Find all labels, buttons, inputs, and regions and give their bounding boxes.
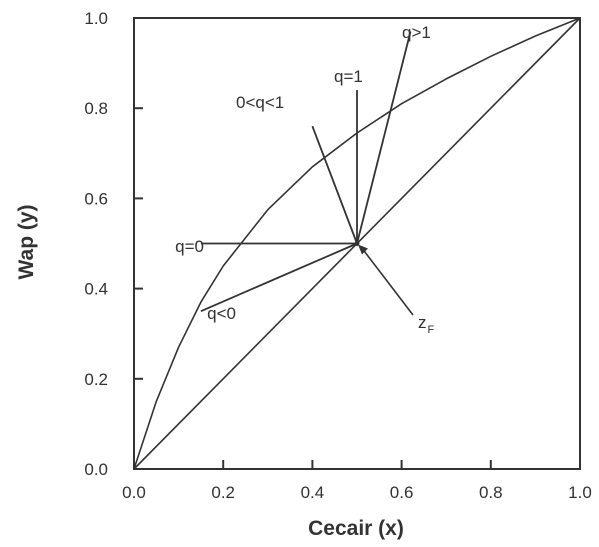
series-line-2 bbox=[133, 17, 581, 470]
x-tick-label: 0.8 bbox=[479, 483, 503, 502]
plot-frame bbox=[133, 17, 581, 470]
q-lines bbox=[200, 31, 414, 316]
y-tick-label: 0.4 bbox=[84, 280, 108, 299]
y-tick-label: 1.0 bbox=[84, 9, 108, 28]
annotation-q-between: 0<q<1 bbox=[236, 93, 284, 112]
q-line-2 bbox=[200, 242, 358, 312]
x-axis-title: Cecair (x) bbox=[308, 517, 404, 540]
annotation-q-greater-one: q>1 bbox=[402, 23, 431, 42]
ticks: 0.0 0.2 0.4 0.6 0.8 1.0 0.0 0.2 0.4 0.6 0.8 1.0 bbox=[84, 9, 591, 502]
annotation-zf-main: z bbox=[418, 313, 427, 332]
y-tick-label: 0.6 bbox=[84, 189, 108, 208]
annotation-zf-sub: F bbox=[428, 324, 435, 336]
annotation-q-one: q=1 bbox=[334, 67, 363, 86]
x-tick-label: 0.4 bbox=[301, 483, 325, 502]
annotation-zf: zF bbox=[418, 313, 435, 336]
zf-pointer-line bbox=[362, 249, 414, 316]
annotation-q-zero: q=0 bbox=[175, 237, 204, 256]
x-tick-label: 0.0 bbox=[122, 483, 146, 502]
y-tick-label: 0.8 bbox=[84, 99, 108, 118]
x-tick-label: 1.0 bbox=[568, 483, 592, 502]
zf-arrowhead bbox=[358, 244, 368, 255]
y-tick-label: 0.2 bbox=[84, 370, 108, 389]
plot-area bbox=[133, 17, 581, 470]
x-tick-label: 0.6 bbox=[390, 483, 414, 502]
y-axis-title: Wap (y) bbox=[15, 204, 38, 279]
q-line-5 bbox=[356, 31, 412, 244]
y-tick-label: 0.0 bbox=[84, 460, 108, 479]
annotation-q-negative: q<0 bbox=[207, 304, 236, 323]
q-line-3 bbox=[311, 125, 358, 244]
x-tick-label: 0.2 bbox=[211, 483, 235, 502]
